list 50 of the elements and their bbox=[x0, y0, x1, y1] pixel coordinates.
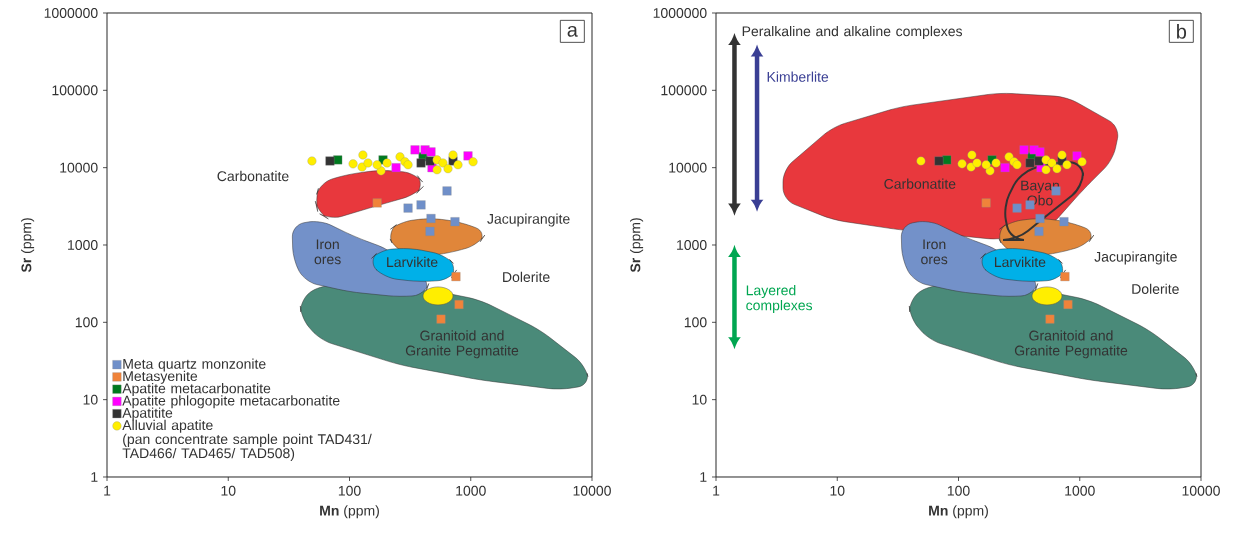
x-tick-label: 1 bbox=[104, 485, 111, 496]
annotation: Jacupirangite bbox=[1094, 251, 1177, 265]
legend-label: Apatite phlogopite metacarbonatite bbox=[122, 395, 340, 409]
legend-label: Metasyenite bbox=[123, 370, 198, 384]
annotation: Iron ores bbox=[921, 239, 948, 265]
annotation: Dolerite bbox=[503, 271, 550, 283]
y-tick-label: 10000 bbox=[669, 162, 707, 173]
y-tick-label: 1 bbox=[91, 472, 98, 482]
y-tick-label: 1000 bbox=[677, 240, 707, 250]
annotation: Carbonatite bbox=[217, 170, 289, 182]
annotation: Granitoid and Granite Pegmatite bbox=[405, 330, 519, 359]
annotation: Dolerite bbox=[1132, 283, 1179, 294]
y-tick-label: 100000 bbox=[661, 85, 707, 96]
y-axis-title: Sr (ppm) bbox=[21, 218, 35, 273]
x-tick-label: 10000 bbox=[1182, 485, 1220, 496]
y-tick-label: 10 bbox=[692, 394, 707, 405]
x-tick-label: 1000 bbox=[1065, 485, 1095, 496]
chart-title: b bbox=[1177, 24, 1187, 39]
y-tick-label: 10000 bbox=[60, 162, 98, 173]
y-tick-label: 1000000 bbox=[653, 8, 707, 18]
annotation: Larvikite bbox=[387, 256, 438, 268]
legend-label: Alluvial apatite (pan concentrate sample point TAD431/ TAD466/ TAD465/ TAD508) bbox=[122, 419, 372, 461]
annotation: Granitoid and Granite Pegmatite bbox=[1014, 330, 1128, 359]
x-tick-label: 10 bbox=[221, 485, 236, 496]
y-tick-label: 100 bbox=[75, 317, 98, 328]
x-axis-title: Mn (ppm) bbox=[320, 505, 379, 519]
x-tick-label: 100 bbox=[947, 485, 970, 496]
x-tick-label: 1000 bbox=[456, 485, 486, 496]
y-tick-label: 1000000 bbox=[44, 8, 98, 18]
y-tick-label: 100 bbox=[684, 317, 707, 328]
x-tick-label: 10 bbox=[830, 485, 845, 496]
annotation: Layered complexes bbox=[746, 285, 813, 314]
y-axis-title: Sr (ppm) bbox=[630, 218, 644, 273]
legend-label: Apatitite bbox=[122, 407, 173, 421]
x-tick-label: 1 bbox=[713, 485, 720, 496]
chart-title: a bbox=[567, 25, 578, 37]
annotation: Peralkaline and alkaline complexes bbox=[742, 25, 963, 39]
x-axis-title: Mn (ppm) bbox=[929, 505, 988, 519]
legend-label: Meta quartz monzonite bbox=[123, 358, 266, 372]
annotation: Iron ores bbox=[314, 239, 341, 265]
x-tick-label: 100 bbox=[338, 485, 361, 496]
annotation: Kimberlite bbox=[767, 71, 829, 82]
y-tick-label: 10 bbox=[83, 394, 98, 405]
annotation: Jacupirangite bbox=[487, 213, 570, 227]
annotation: Carbonatite bbox=[884, 178, 956, 189]
annotation: Larvikite bbox=[994, 256, 1046, 268]
y-tick-label: 1000 bbox=[68, 240, 98, 250]
x-tick-label: 10000 bbox=[573, 485, 611, 496]
y-tick-label: 1 bbox=[700, 472, 707, 482]
y-tick-label: 100000 bbox=[52, 85, 98, 96]
